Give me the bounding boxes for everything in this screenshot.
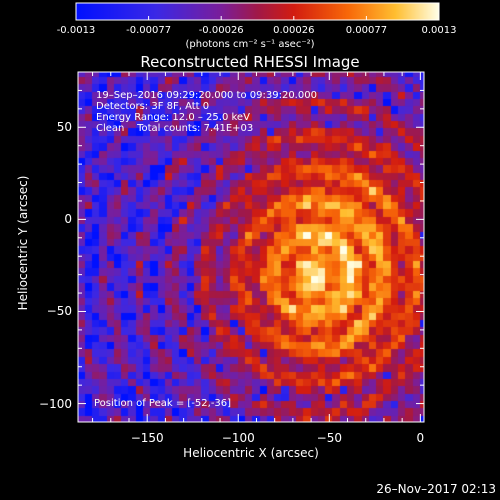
y-tick-label: −100: [39, 396, 72, 411]
y-axis-label: Heliocentric Y (arcsec): [16, 175, 30, 311]
annotation-time-range: 19–Sep–2016 09:29:20.000 to 09:39:20.000: [96, 90, 317, 101]
x-tick-label: 0: [416, 431, 425, 445]
y-tick-label: −50: [46, 304, 72, 319]
chart-title: Reconstructed RHESSI Image: [140, 53, 360, 71]
colorbar-tick-marks: [75, 16, 440, 20]
colorbar-tick-label: 0.0013: [421, 25, 457, 36]
colorbar-tick-label: -0.0013: [56, 25, 96, 36]
y-tick-label: 50: [56, 120, 72, 135]
annotation-detectors: Detectors: 3F 8F, Att 0: [96, 101, 210, 112]
x-tick-label: −100: [221, 431, 255, 445]
heatmap-image: [78, 72, 424, 422]
colorbar: [75, 2, 440, 21]
plot-frame: [77, 71, 425, 423]
footer-timestamp: 26–Nov–2017 02:13: [376, 482, 496, 496]
colorbar-tick-label: -0.00026: [198, 25, 244, 36]
x-tick-label: −150: [130, 431, 164, 445]
annotation-clean-counts: Clean Total counts: 7.41E+03: [96, 123, 254, 134]
x-axis-label: Heliocentric X (arcsec): [183, 446, 319, 460]
colorbar-gradient: [75, 2, 440, 21]
x-tick-label: −50: [316, 431, 342, 445]
annotation-energy-range: Energy Range: 12.0 – 25.0 keV: [96, 112, 250, 123]
colorbar-tick-label: 0.00026: [273, 25, 315, 36]
peak-position-label: Position of Peak = [-52,-36]: [94, 398, 232, 409]
y-tick-label: 0: [64, 212, 72, 227]
colorbar-unit-label: (photons cm⁻² s⁻¹ asec⁻²): [185, 39, 315, 50]
plot-area: [78, 72, 424, 422]
annotation-block: 19–Sep–2016 09:29:20.000 to 09:39:20.000…: [96, 90, 317, 134]
axis-tick-marks: [78, 71, 424, 423]
colorbar-tick-label: -0.00077: [126, 25, 172, 36]
colorbar-tick-label: 0.00077: [345, 25, 388, 36]
